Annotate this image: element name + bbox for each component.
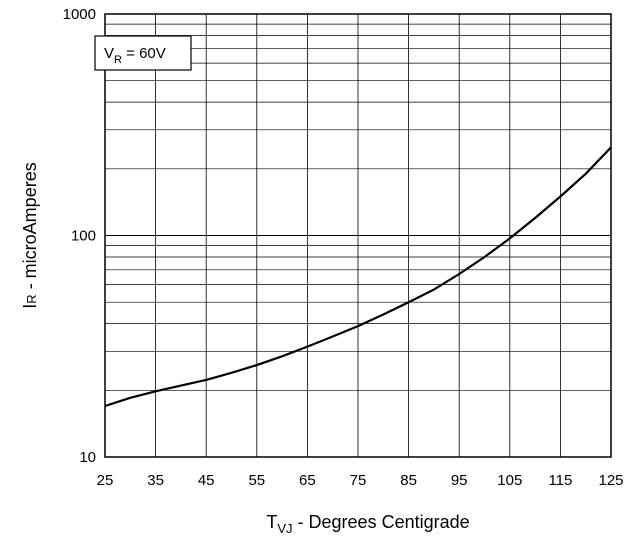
x-tick-label: 65: [299, 472, 316, 489]
x-title-subscript: VJ: [277, 521, 292, 536]
y-title-symbol: I: [20, 304, 40, 309]
x-tick-label: 85: [400, 472, 417, 489]
x-tick-label: 115: [548, 472, 572, 489]
y-title-rest: - microAmperes: [20, 162, 40, 294]
annotation-box: VR = 60V: [94, 35, 192, 71]
x-tick-label: 45: [198, 472, 215, 489]
x-tick-label: 25: [97, 472, 114, 489]
y-tick-labels: 10 100 1000: [63, 6, 96, 466]
x-tick-label: 125: [598, 472, 623, 489]
x-title-symbol: T: [266, 512, 277, 532]
x-title-rest: - Degrees Centigrade: [293, 512, 470, 532]
y-tick-label: 100: [71, 228, 96, 245]
x-tick-label: 105: [497, 472, 522, 489]
y-title-subscript: R: [24, 294, 39, 303]
vr-subscript: R: [114, 54, 122, 66]
vr-symbol: V: [104, 45, 114, 62]
x-tick-label: 35: [147, 472, 164, 489]
y-axis-title: IR - microAmperes: [20, 162, 40, 308]
y-tick-label: 10: [79, 449, 96, 466]
x-tick-label: 55: [248, 472, 265, 489]
y-tick-label: 1000: [63, 6, 96, 23]
series-line: [104, 146, 612, 408]
x-tick-labels: 25 35 45 55 65 75 85 95 105 115 125: [97, 472, 624, 489]
x-axis-title: TVJ - Degrees Centigrade: [266, 512, 469, 536]
plot-frame: [104, 13, 612, 458]
x-tick-label: 75: [350, 472, 367, 489]
annotation-frame: [94, 35, 192, 71]
vr-value: = 60V: [122, 45, 166, 62]
grid-layer: [104, 14, 612, 458]
vr-annotation: VR = 60V: [104, 45, 166, 66]
x-tick-label: 95: [451, 472, 468, 489]
